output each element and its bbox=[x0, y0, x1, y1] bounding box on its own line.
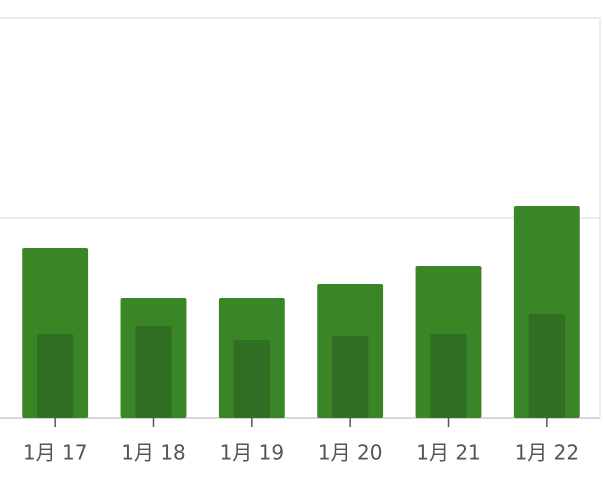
x-tick-label: 1月 17 bbox=[23, 441, 88, 465]
bar bbox=[528, 314, 566, 418]
x-tick-label: 1月 22 bbox=[515, 441, 580, 465]
x-tick-label: 1月 21 bbox=[416, 441, 481, 465]
bar bbox=[331, 336, 369, 418]
bar bbox=[36, 334, 74, 418]
x-tick-label: 1月 18 bbox=[121, 441, 186, 465]
x-tick-label: 1月 19 bbox=[220, 441, 285, 465]
bar bbox=[430, 334, 467, 418]
bar bbox=[135, 326, 172, 418]
x-tick-label: 1月 20 bbox=[318, 441, 383, 465]
bar bbox=[233, 340, 271, 418]
